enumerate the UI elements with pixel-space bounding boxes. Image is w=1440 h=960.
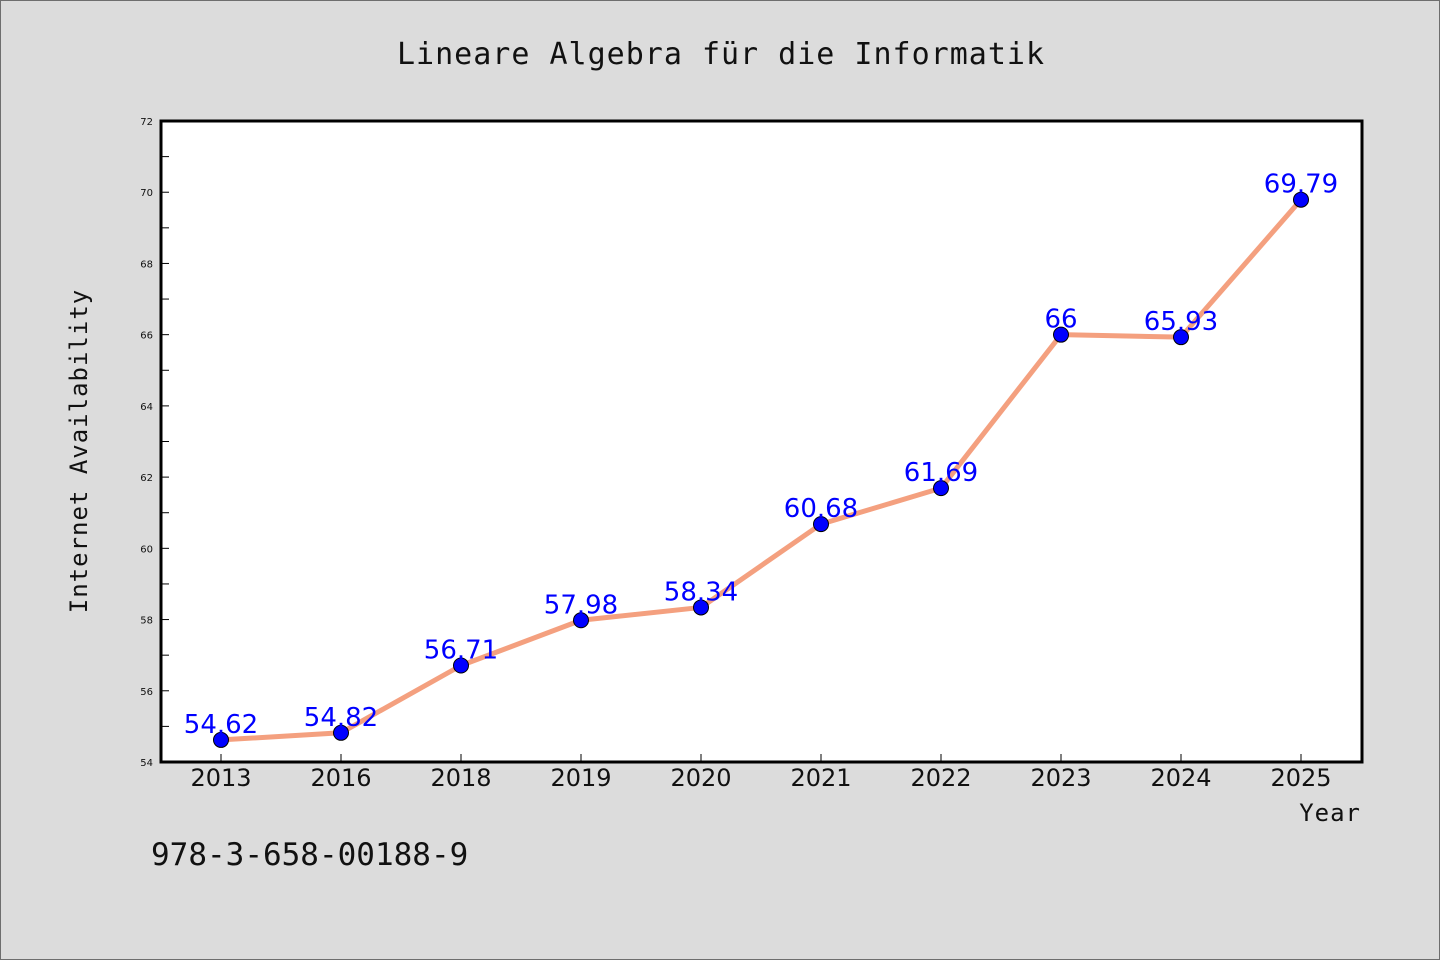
data-label: 54.82 bbox=[304, 703, 378, 733]
x-tick-label: 2025 bbox=[1270, 764, 1331, 792]
x-tick-label: 2019 bbox=[550, 764, 611, 792]
footnote-isbn: 978-3-658-00188-9 bbox=[151, 837, 468, 873]
data-point bbox=[333, 724, 349, 741]
x-tick-label: 2016 bbox=[310, 764, 371, 792]
x-axis-label: Year bbox=[1299, 799, 1361, 827]
data-label: 69.79 bbox=[1264, 170, 1338, 200]
data-label: 57.98 bbox=[544, 590, 618, 620]
y-tick-label: 62 bbox=[140, 473, 153, 484]
x-tick-label: 2013 bbox=[190, 764, 251, 792]
data-label: 56.71 bbox=[424, 635, 498, 665]
data-label: 58.34 bbox=[664, 577, 738, 607]
x-tick-label: 2023 bbox=[1030, 764, 1091, 792]
data-point bbox=[1293, 191, 1309, 208]
series-line bbox=[218, 197, 1304, 743]
plot-area bbox=[161, 121, 1362, 762]
data-point bbox=[213, 731, 229, 748]
y-tick-label: 72 bbox=[140, 117, 153, 128]
y-tick-label: 60 bbox=[140, 544, 153, 555]
data-label: 54.62 bbox=[184, 710, 258, 740]
data-point bbox=[693, 599, 709, 616]
y-tick-label: 56 bbox=[140, 687, 153, 698]
data-point bbox=[1053, 326, 1069, 343]
y-tick-label: 54 bbox=[140, 758, 153, 769]
data-point bbox=[453, 657, 469, 674]
y-tick-label: 70 bbox=[140, 188, 153, 199]
y-tick-label: 64 bbox=[140, 402, 153, 413]
series-layer: 54.62 54.82 56.71 57.98 58.34 60.68 61.69 66 65.… bbox=[184, 170, 1338, 748]
data-label: 65.93 bbox=[1144, 307, 1218, 337]
data-point bbox=[813, 516, 829, 533]
data-point bbox=[573, 612, 589, 629]
data-label: 60.68 bbox=[784, 494, 858, 524]
axis-ticks: 54 56 58 60 62 64 66 68 70 72 2013 2016 2018 2019 2020… bbox=[140, 117, 1331, 792]
y-tick-label: 58 bbox=[140, 616, 153, 627]
y-tick-label: 68 bbox=[140, 259, 153, 270]
y-tick-label: 66 bbox=[140, 331, 153, 342]
data-label: 61.69 bbox=[904, 458, 978, 488]
x-tick-label: 2020 bbox=[670, 764, 731, 792]
y-axis-label: Internet Availability bbox=[65, 289, 93, 613]
data-point bbox=[1173, 329, 1189, 346]
x-tick-label: 2018 bbox=[430, 764, 491, 792]
x-tick-label: 2022 bbox=[910, 764, 971, 792]
data-point bbox=[933, 480, 949, 497]
x-tick-label: 2021 bbox=[790, 764, 851, 792]
plot-frame bbox=[159, 119, 1364, 764]
data-label: 66 bbox=[1044, 305, 1077, 335]
x-tick-label: 2024 bbox=[1150, 764, 1211, 792]
chart-title: Lineare Algebra für die Informatik bbox=[397, 37, 1045, 72]
